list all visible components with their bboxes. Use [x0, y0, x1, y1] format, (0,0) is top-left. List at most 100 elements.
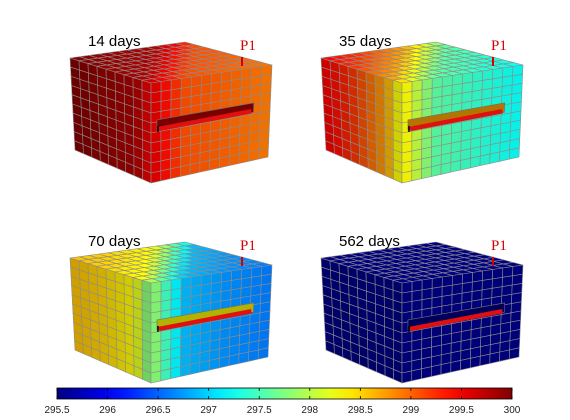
- grid-cell: [411, 289, 423, 302]
- grid-cell: [150, 170, 162, 184]
- colorbar-tick-label: 298: [301, 405, 318, 416]
- colorbar-tick-label: 299.5: [449, 405, 474, 416]
- grid-cell: [248, 149, 259, 162]
- heater-line: [158, 109, 252, 132]
- grid-cell: [150, 91, 162, 104]
- grid-cell: [451, 273, 463, 286]
- grid-cell: [421, 278, 433, 291]
- probe-label: P1: [240, 38, 256, 54]
- panels-layer: P1 14 days P1 35 days P1 70 days P1 562 days: [69, 33, 524, 384]
- grid-cell: [499, 149, 510, 162]
- grid-cell: [170, 166, 181, 180]
- grid-cell: [238, 151, 250, 164]
- front-face: [401, 264, 524, 384]
- grid-cell: [441, 275, 453, 288]
- grid-cell: [209, 357, 220, 371]
- grid-cell: [189, 362, 201, 375]
- grid-cell: [401, 91, 413, 104]
- grid-cell: [451, 73, 463, 86]
- panel-title: 14 days: [88, 33, 141, 50]
- grid-cell: [150, 370, 162, 384]
- grid-cell: [200, 73, 212, 86]
- grid-cell: [199, 160, 211, 173]
- grid-cell: [160, 279, 172, 292]
- heater-line: [409, 109, 503, 132]
- heater-line: [158, 309, 252, 332]
- grid-cell: [441, 75, 453, 88]
- grid-cell: [508, 147, 520, 160]
- panel-3: P1 70 days: [69, 233, 273, 384]
- panel-1: P1 14 days: [69, 33, 273, 184]
- grid-cell: [401, 281, 413, 294]
- colorbar-tick-label: 297.5: [247, 405, 272, 416]
- grid-cell: [421, 287, 433, 301]
- probe-label: P1: [491, 38, 507, 54]
- grid-cell: [401, 81, 413, 94]
- grid-cell: [460, 157, 471, 171]
- grid-cell: [430, 164, 442, 177]
- grid-cell: [190, 275, 202, 288]
- colorbar-tick-label: 297: [200, 405, 217, 416]
- grid-cell: [160, 168, 171, 182]
- colorbar-tick-label: 300: [504, 405, 521, 416]
- grid-cell: [499, 349, 510, 362]
- grid-cell: [411, 368, 422, 382]
- panel-title: 35 days: [339, 33, 392, 50]
- grid-cell: [238, 351, 250, 364]
- grid-cell: [180, 276, 192, 289]
- colorbar-tick-label: 295.5: [44, 405, 69, 416]
- grid-cell: [218, 155, 230, 169]
- grid-cell: [430, 364, 442, 377]
- grid-cell: [421, 366, 432, 380]
- front-face: [401, 64, 524, 184]
- grid-cell: [200, 273, 212, 286]
- grid-cell: [489, 151, 501, 164]
- grid-cell: [440, 362, 452, 375]
- grid-cell: [160, 368, 171, 382]
- grid-cell: [401, 170, 413, 184]
- grid-cell: [180, 76, 192, 89]
- grid-cell: [218, 355, 230, 369]
- left-face: [69, 57, 152, 184]
- grid-cell: [450, 160, 462, 173]
- grid-cell: [479, 353, 491, 367]
- grid-cell: [401, 370, 413, 384]
- grid-cell: [421, 87, 433, 101]
- grid-cell: [489, 351, 501, 364]
- grid-cell: [150, 81, 162, 94]
- grid-cell: [170, 287, 182, 301]
- grid-cell: [160, 79, 172, 92]
- colorbar-tick-label: 296.5: [146, 405, 171, 416]
- top-face: [69, 41, 273, 84]
- grid-cell: [450, 360, 462, 373]
- grid-cell: [508, 347, 520, 360]
- grid-cell: [170, 87, 182, 101]
- grid-cell: [228, 353, 240, 367]
- left-face: [69, 257, 152, 384]
- grid-cell: [431, 276, 443, 289]
- panel-4: P1 562 days: [320, 233, 524, 384]
- grid-cell: [179, 364, 191, 377]
- grid-cell: [160, 89, 172, 102]
- grid-cell: [199, 360, 211, 373]
- grid-cell: [209, 157, 220, 171]
- heater-line: [409, 309, 503, 332]
- left-face: [320, 257, 403, 384]
- panel-title: 70 days: [88, 233, 141, 250]
- colorbar: 295.5 296 296.5 297 297.5 298 298.5 299 299.5 300: [44, 387, 521, 416]
- grid-cell: [421, 78, 433, 91]
- grid-cell: [189, 162, 201, 175]
- probe-label: P1: [240, 238, 256, 254]
- grid-cell: [469, 155, 481, 169]
- grid-cell: [431, 76, 443, 89]
- grid-cell: [257, 147, 269, 160]
- grid-cell: [401, 291, 413, 304]
- grid-cell: [170, 78, 182, 91]
- top-face: [320, 241, 524, 284]
- grid-cell: [170, 366, 181, 380]
- grid-cell: [460, 357, 471, 371]
- grid-cell: [479, 153, 491, 167]
- grid-cell: [440, 162, 452, 175]
- grid-cell: [411, 168, 422, 182]
